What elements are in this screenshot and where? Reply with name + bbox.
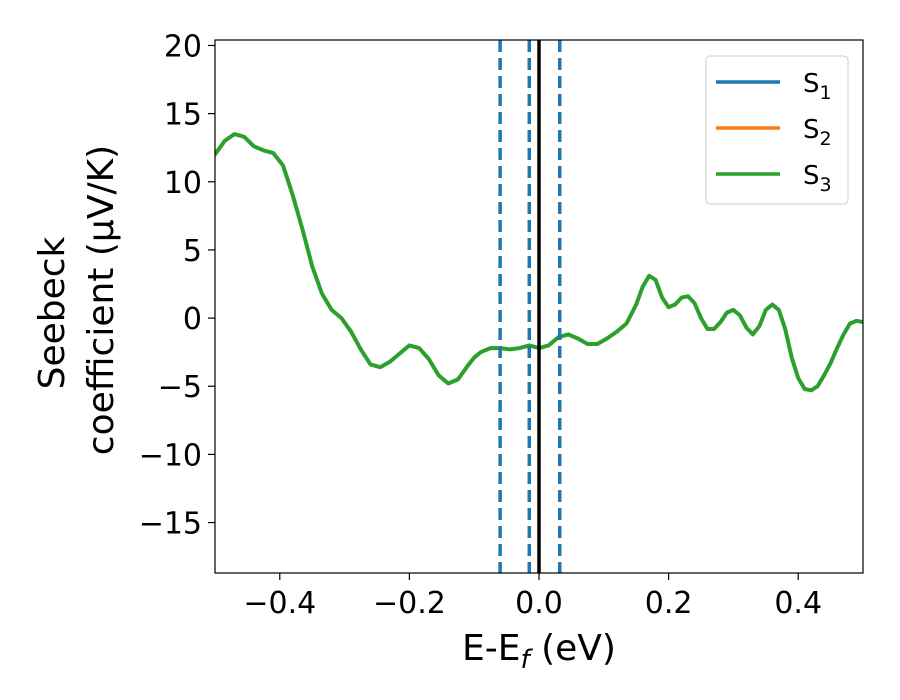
y-tick-label: 15 <box>164 98 202 133</box>
y-axis: −15 −10 −5 0 5 10 15 20 <box>139 29 215 542</box>
plot-area <box>215 40 863 573</box>
series-line-s3 <box>215 132 863 393</box>
y-tick-label: 20 <box>164 29 202 64</box>
y-tick-label: 0 <box>183 302 202 337</box>
legend-label-s2: S2 <box>803 115 832 150</box>
x-axis-label-unit: (eV) <box>530 628 616 669</box>
x-axis-label-main: E-E <box>462 628 520 669</box>
y-tick-label: −15 <box>139 507 202 542</box>
y-tick-label: 10 <box>164 166 202 201</box>
y-axis-label-line2: coefficient (μV/K) <box>81 145 122 455</box>
x-tick-label: −0.2 <box>373 586 446 621</box>
y-axis-label-line1: Seebeck <box>32 236 73 389</box>
y-tick-label: −10 <box>139 438 202 473</box>
y-tick-label: −5 <box>158 370 202 405</box>
legend: S1 S2 S3 <box>705 55 849 205</box>
x-tick-label: 0.0 <box>515 586 563 621</box>
legend-label-s3: S3 <box>803 161 832 196</box>
x-tick-label: −0.4 <box>243 586 316 621</box>
y-tick-label: 5 <box>183 234 202 269</box>
x-axis: −0.4 −0.2 0.0 0.2 0.4 <box>243 573 822 621</box>
x-tick-label: 0.2 <box>645 586 693 621</box>
legend-label-s1: S1 <box>803 69 832 104</box>
x-tick-label: 0.4 <box>774 586 822 621</box>
legend-box <box>705 55 849 205</box>
x-axis-label: E-Ef (eV) <box>462 628 616 675</box>
y-axis-label: Seebeck coefficient (μV/K) <box>32 145 122 455</box>
